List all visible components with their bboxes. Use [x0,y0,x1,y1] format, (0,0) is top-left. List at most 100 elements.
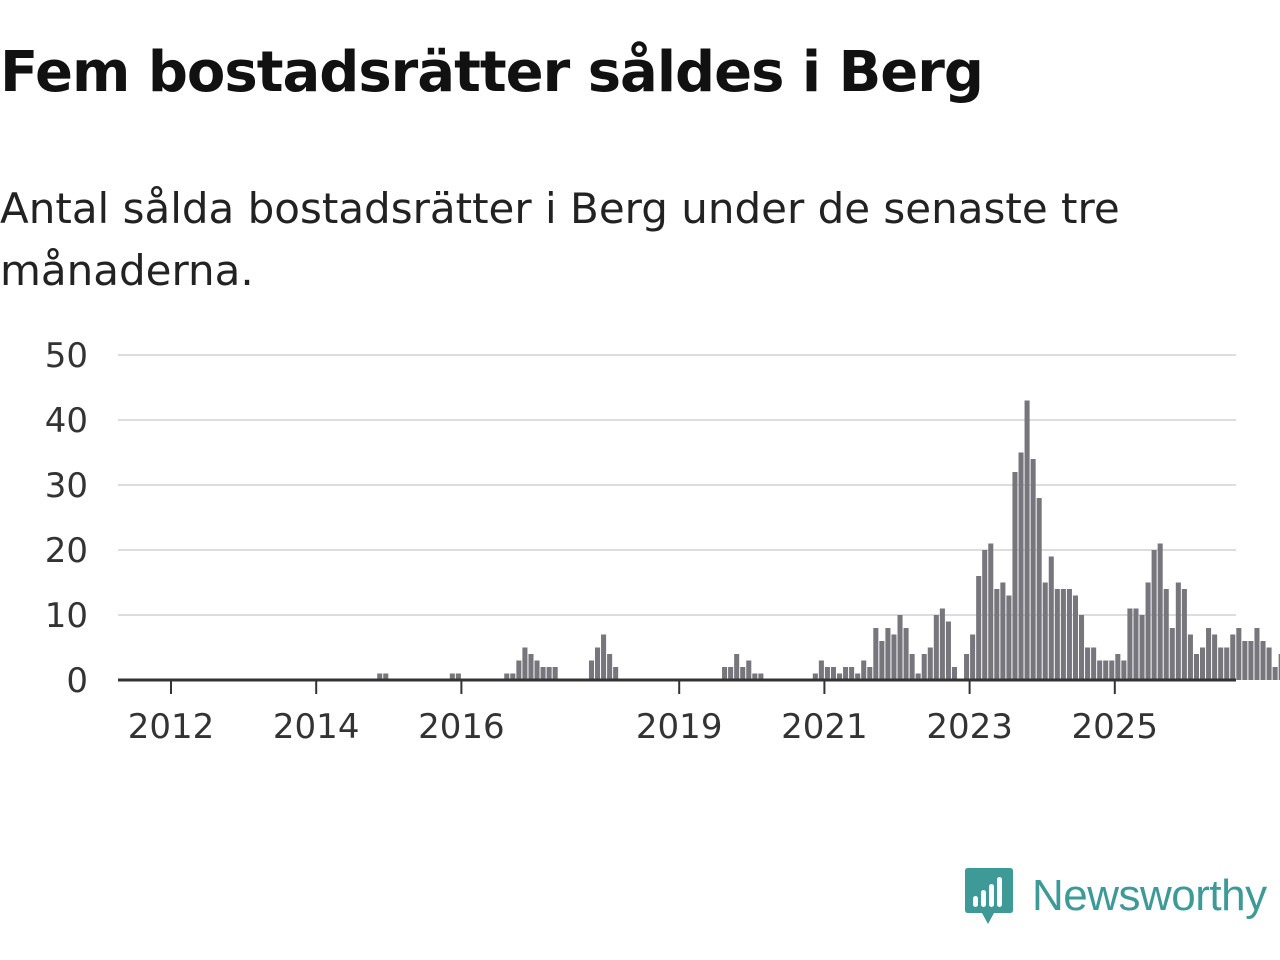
bar [1260,641,1266,680]
bar [843,667,849,680]
bar [1072,595,1078,680]
bar [734,654,740,680]
bar [752,673,758,680]
bar [516,660,522,680]
bar [927,647,933,680]
y-tick-label: 0 [66,661,88,701]
bar [504,673,510,680]
bar [546,667,552,680]
newsworthy-logo-icon [965,868,1013,924]
x-tick-label: 2012 [128,707,215,747]
bar [1242,641,1248,680]
bar [921,654,927,680]
bar [1278,654,1280,680]
bar [988,543,994,680]
bar [1042,582,1048,680]
bar [1212,634,1218,680]
bar [1109,660,1115,680]
x-tick-label: 2023 [926,707,1013,747]
bar [1157,543,1163,680]
bar [1012,472,1018,680]
bar [1091,647,1097,680]
bar [903,628,909,680]
bar [1181,589,1187,680]
bar [849,667,855,680]
bar [970,634,976,680]
bar [746,660,752,680]
x-tick-label: 2016 [418,707,505,747]
bar [1200,647,1206,680]
bar [552,667,558,680]
bar [1030,459,1036,680]
bar [1127,608,1133,680]
bar [945,621,951,680]
bar [964,654,970,680]
bar [897,615,903,680]
bars [377,400,1280,680]
bar [1079,615,1085,680]
bar [540,667,546,680]
y-tick-label: 50 [45,336,88,376]
bar [1163,589,1169,680]
bar [528,654,534,680]
bar [534,660,540,680]
bar [740,667,746,680]
bar [607,654,613,680]
bar [812,673,818,680]
bar [855,673,861,680]
bar [1187,634,1193,680]
bar [1236,628,1242,680]
bar [879,641,885,680]
bar [728,667,734,680]
bar [1000,582,1006,680]
bar [994,589,1000,680]
bar [951,667,957,680]
bar [1048,556,1054,680]
bar [377,673,383,680]
bar [1115,654,1121,680]
bar [1175,582,1181,680]
y-axis-ticks: 0 10 20 30 40 50 [45,336,88,701]
bar [510,673,516,680]
bar [837,673,843,680]
bar [1054,589,1060,680]
bar [818,660,824,680]
bar [909,654,915,680]
bar [522,647,528,680]
y-tick-label: 40 [45,401,88,441]
bar [1145,582,1151,680]
chart-title: Fem bostadsrätter såldes i Berg [0,40,984,105]
bar [939,608,945,680]
bar [1230,634,1236,680]
bar [873,628,879,680]
bar [885,628,891,680]
bar [595,647,601,680]
newsworthy-logo: Newsworthy [964,866,1267,926]
bar [915,673,921,680]
bar [1103,660,1109,680]
bar [830,667,836,680]
bar [1151,550,1157,680]
bar [1254,628,1260,680]
grid-lines [118,354,1236,616]
y-tick-label: 30 [45,466,88,506]
bar [976,576,982,680]
brand-name: Newsworthy [1032,871,1267,920]
bar [758,673,764,680]
bar [891,634,897,680]
bar [449,673,455,680]
x-tick-label: 2021 [781,707,868,747]
bar [1169,628,1175,680]
x-tick-label: 2025 [1072,707,1159,747]
bar [1024,400,1030,680]
bar [1036,498,1042,680]
chart-subtitle: Antal sålda bostadsrätter i Berg under d… [0,184,1120,295]
bar [1218,647,1224,680]
bar [1206,628,1212,680]
bar [1193,654,1199,680]
bar [383,673,389,680]
bar [1066,589,1072,680]
bar [613,667,619,680]
x-tick-label: 2014 [273,707,360,747]
